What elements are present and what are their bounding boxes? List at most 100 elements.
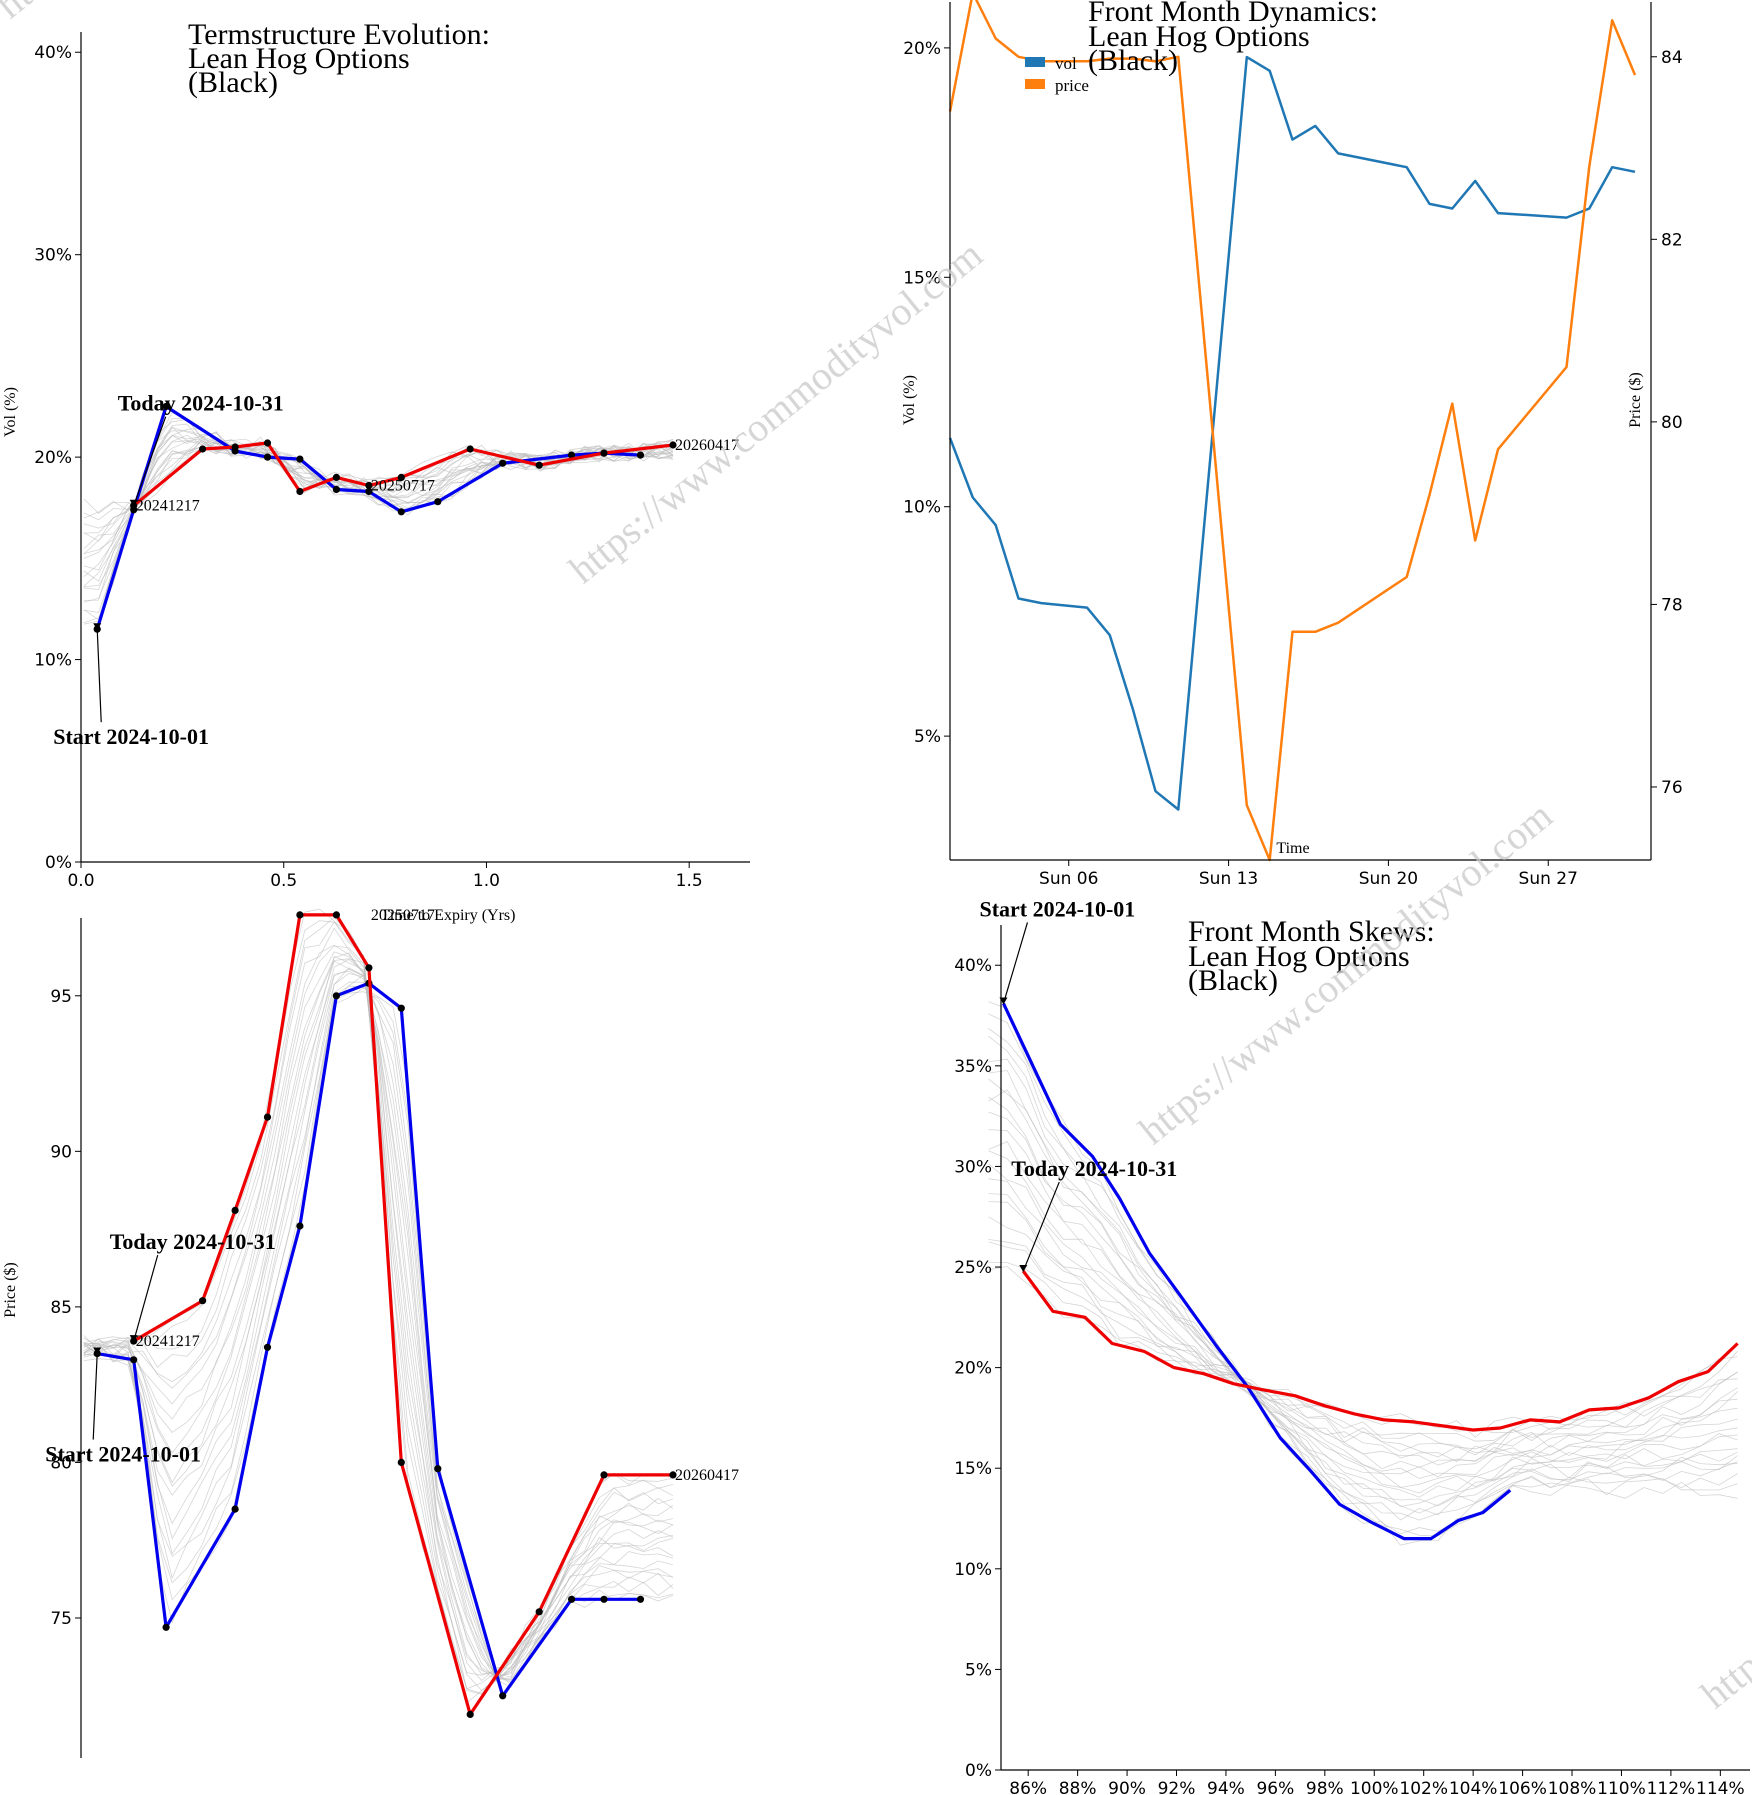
skews-x-tick-label: 92%	[1158, 1779, 1196, 1795]
termstructure-x-tick-label: 0.0	[67, 871, 94, 891]
termstructure-series-line-0	[95, 404, 641, 630]
prices-history-line	[83, 991, 674, 1681]
prices-history-line	[83, 951, 674, 1676]
skews-annotation-arrowhead	[1019, 1265, 1028, 1273]
prices-history-line	[83, 958, 674, 1678]
termstructure-series-0-point	[263, 453, 272, 461]
frontmonth-y-tick-label: 5%	[914, 727, 941, 747]
prices-annotation-arrow	[92, 1353, 98, 1440]
skews-history-line	[988, 1111, 1738, 1494]
termstructure-contract-label: 20241217	[136, 498, 200, 515]
prices-series-0-point	[434, 1465, 442, 1473]
skews-history-line	[988, 1070, 1738, 1514]
prices-axes	[75, 918, 82, 1758]
skews-x-tick-label: 114%	[1696, 1779, 1745, 1795]
frontmonth-y2-tick-label: 82	[1661, 230, 1683, 250]
termstructure-annotation-label: Start 2024-10-01	[53, 724, 209, 749]
prices-series-0-point	[296, 1222, 304, 1230]
frontmonth-y2-tick-label: 80	[1661, 413, 1683, 433]
termstructure-series-1-point	[199, 445, 207, 453]
termstructure-title-line-1: Termstructure Evolution:	[188, 18, 490, 51]
termstructure-series-line-1	[132, 441, 674, 507]
skews-series-line-0	[1002, 1002, 1512, 1541]
frontmonth-y2-tick-label: 84	[1661, 48, 1683, 68]
prices-series-1-point	[669, 1471, 677, 1479]
frontmonth-y-tick-label: 10%	[903, 498, 941, 518]
frontmonth-ylabel: Vol (%)	[901, 375, 918, 425]
prices-y-tick-label: 95	[50, 987, 72, 1007]
frontmonth-title-line-3: (Black)	[1088, 44, 1178, 77]
termstructure-series-1-point	[397, 473, 405, 481]
frontmonth-x-tick-label: Sun 20	[1359, 869, 1418, 889]
termstructure-series-1-point	[231, 443, 239, 451]
prices-series-1-point	[199, 1297, 207, 1305]
prices-series-1-point	[397, 1458, 405, 1466]
prices-labels: 75 80 85 90 95 20241217 20250717 20260417 Today …	[45, 907, 739, 1629]
termstructure-x-tick-label: 1.0	[473, 871, 500, 891]
skews-y-tick-label: 35%	[954, 1057, 992, 1077]
termstructure-history-line	[83, 437, 674, 549]
skews-history-line	[988, 1096, 1738, 1498]
legend-label-vol: vol	[1055, 54, 1077, 73]
legend-swatch-price	[1025, 79, 1045, 89]
skews-x-tick-label: 100%	[1350, 1779, 1399, 1795]
skews-y-tick-label: 15%	[954, 1459, 992, 1479]
legend-label-price: price	[1055, 76, 1089, 95]
termstructure-series-0-point	[397, 508, 405, 516]
prices-history-line	[83, 981, 674, 1679]
prices-y-tick-label: 85	[50, 1298, 72, 1318]
watermark-1: https://www.commodityvol.com	[560, 231, 990, 592]
frontmonth-title-line-2: Lean Hog Options	[1088, 20, 1310, 53]
skews-panel: 86% 88% 90% 92% 94% 96% 98% 100% 102% 104% 106% 108…	[954, 896, 1750, 1795]
skews-x-tick-label: 104%	[1449, 1779, 1498, 1795]
termstructure-series-1-point	[466, 445, 474, 453]
skews-x-tick-label: 96%	[1256, 1779, 1294, 1795]
termstructure-series-1-point	[535, 461, 543, 469]
skews-x-tick-label: 86%	[1009, 1779, 1047, 1795]
frontmonth-labels: Sun 06 Sun 13 Sun 20 Sun 27 5% 10% 15% 20% 76 78 8…	[903, 39, 1682, 889]
frontmonth-x-tick-label: Sun 13	[1199, 869, 1258, 889]
skews-y-tick-label: 0%	[965, 1761, 992, 1781]
termstructure-history-line	[83, 412, 674, 624]
skews-history-line	[988, 1129, 1738, 1488]
prices-series-1-point	[231, 1206, 239, 1214]
frontmonth-series-line-1	[948, 0, 1637, 862]
skews-history-line	[988, 1150, 1738, 1478]
skews-x-tick-label: 88%	[1059, 1779, 1097, 1795]
skews-axes	[995, 925, 1750, 1776]
termstructure-history-line	[83, 441, 674, 578]
skews-x-tick-label: 102%	[1399, 1779, 1448, 1795]
prices-history-line	[83, 958, 674, 1677]
skews-history-line	[988, 1266, 1738, 1438]
frontmonth-title-line-1: Front Month Dynamics:	[1088, 0, 1378, 28]
prices-contract-label: 20260417	[675, 1467, 739, 1484]
termstructure-series-1-point	[600, 449, 608, 457]
prices-contract-label: 20241217	[136, 1333, 200, 1350]
termstructure-series-1-point	[332, 473, 340, 481]
frontmonth-y2-tick-label: 76	[1661, 778, 1683, 798]
termstructure-series-1-point	[263, 439, 272, 447]
prices-history-line	[83, 970, 674, 1683]
termstructure-x-tick-label: 0.5	[270, 871, 297, 891]
skews-title-line-2: Lean Hog Options	[1188, 940, 1410, 973]
skews-series	[1002, 1002, 1739, 1541]
prices-annotation-label: Today 2024-10-31	[110, 1229, 276, 1254]
skews-annotation-arrow	[1022, 1181, 1060, 1272]
frontmonth-panel: Sun 06 Sun 13 Sun 20 Sun 27 5% 10% 15% 20% 76 78 8…	[901, 0, 1683, 889]
skews-x-tick-label: 98%	[1306, 1779, 1344, 1795]
termstructure-series-0-point	[296, 455, 304, 463]
skews-title-line-1: Front Month Skews:	[1188, 915, 1435, 948]
prices-series-1-point	[600, 1471, 608, 1479]
skews-annotation-label: Today 2024-10-31	[1011, 1156, 1177, 1181]
prices-ylabel: Price ($)	[2, 1262, 19, 1318]
prices-annotation-arrow	[133, 1254, 159, 1342]
prices-series-line-0	[96, 981, 641, 1698]
skews-x-tick-label: 90%	[1108, 1779, 1146, 1795]
skews-history-line	[988, 1028, 1738, 1535]
termstructure-axes	[75, 32, 750, 868]
termstructure-annotation-label: Today 2024-10-31	[118, 391, 284, 416]
prices-series-0-point	[636, 1595, 645, 1603]
prices-series-0-point	[263, 1343, 272, 1351]
skews-y-tick-label: 40%	[954, 956, 992, 976]
